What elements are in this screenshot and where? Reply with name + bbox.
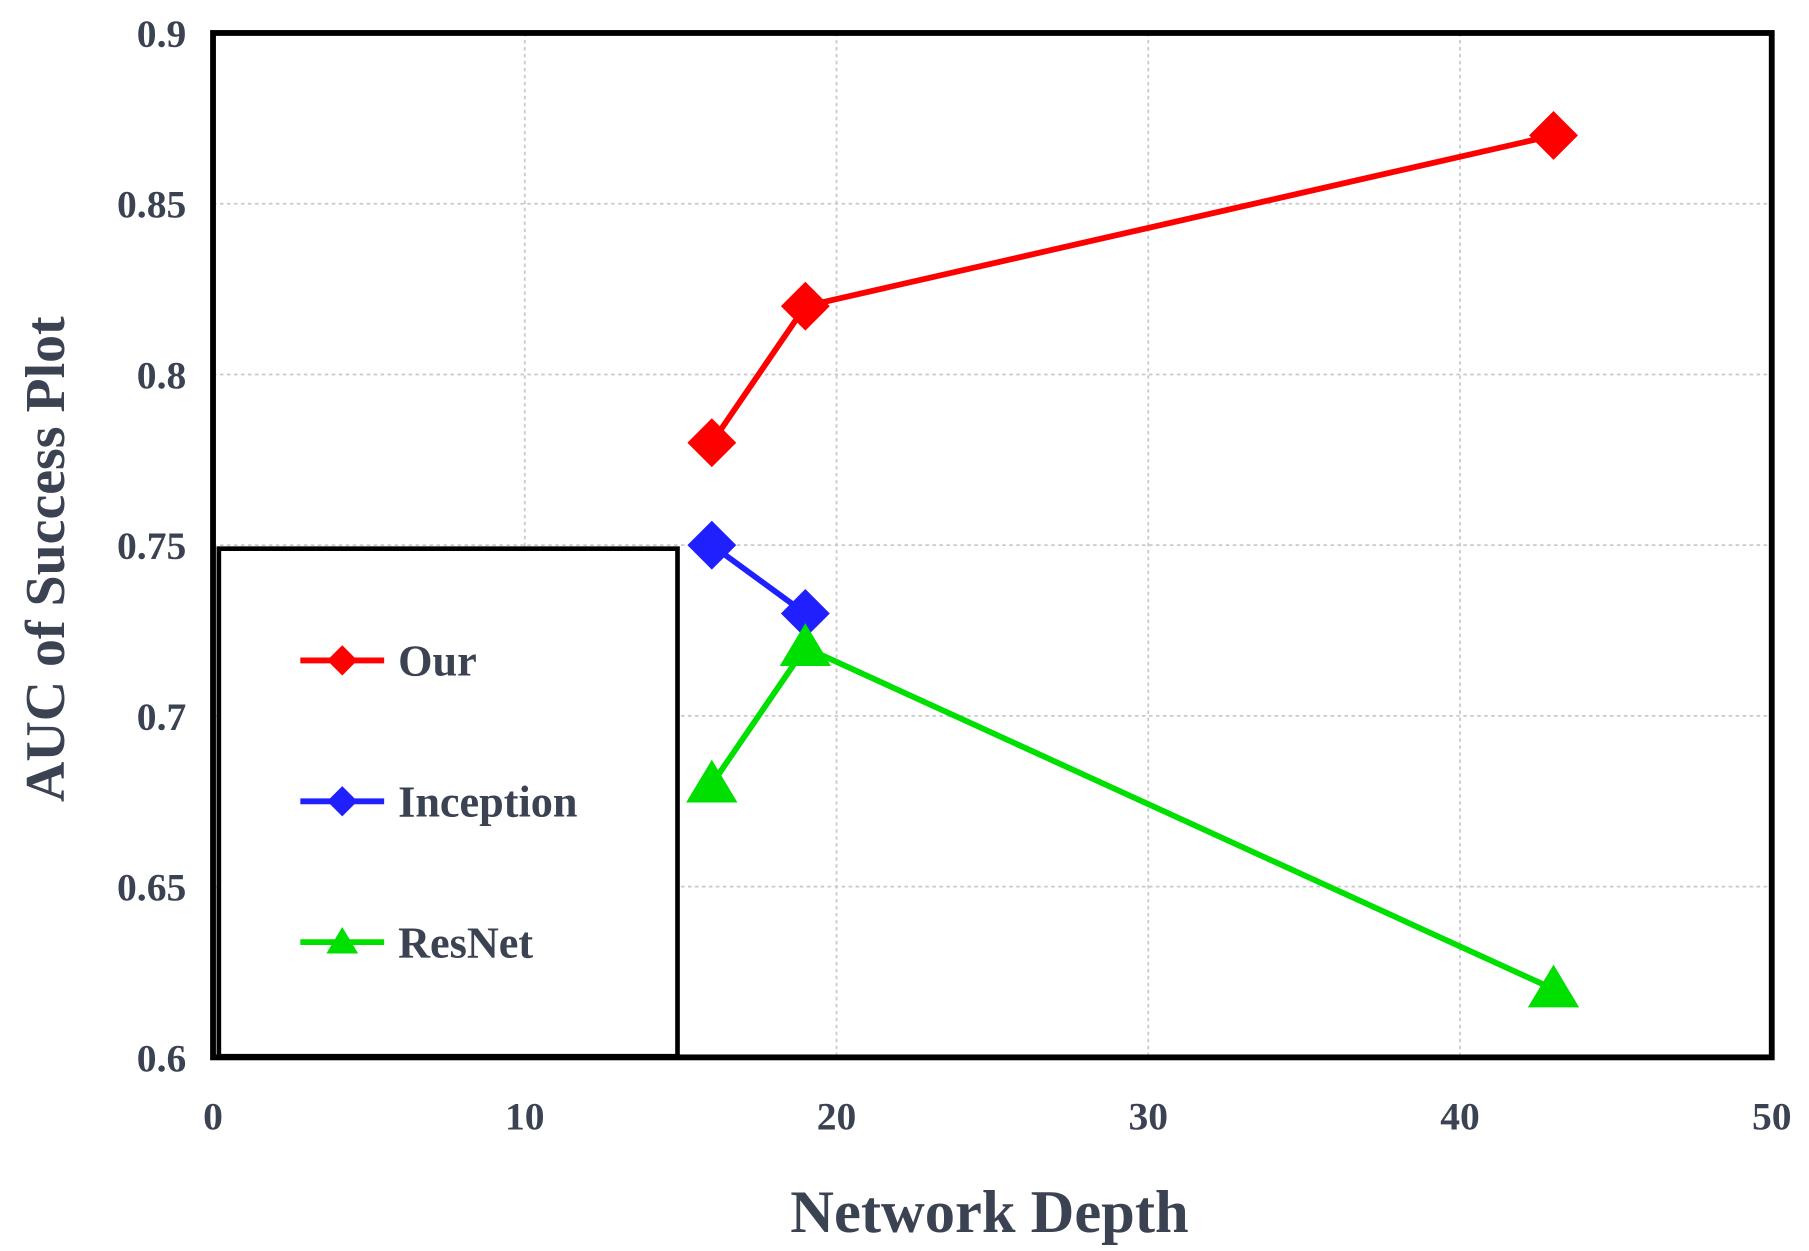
- legend-label: Our: [398, 637, 477, 686]
- x-tick-label: 10: [505, 1095, 545, 1139]
- series-line: [709, 132, 1555, 445]
- marker: [1529, 110, 1578, 160]
- legend-label: ResNet: [398, 918, 533, 967]
- legend-box: [216, 546, 680, 1059]
- marker: [687, 418, 737, 468]
- marker: [779, 623, 832, 666]
- x-tick-label: 50: [1752, 1095, 1792, 1139]
- marker: [686, 759, 738, 803]
- y-tick-label: 0.8: [137, 353, 186, 397]
- marker: [326, 927, 359, 954]
- y-tick-label: 0.85: [117, 183, 186, 227]
- x-tick-label: 0: [203, 1095, 223, 1139]
- x-tick-label: 30: [1128, 1095, 1168, 1139]
- marker: [327, 786, 358, 817]
- y-tick-label: 0.75: [117, 524, 186, 568]
- y-tick-label: 0.7: [137, 695, 186, 739]
- x-tick-label: 20: [817, 1095, 857, 1139]
- marker: [687, 520, 737, 570]
- series-line: [710, 542, 808, 616]
- plot-frame: [210, 30, 1775, 1061]
- y-axis-label: AUC of Success Plot: [15, 316, 77, 802]
- series-line: [709, 643, 1555, 992]
- marker: [1527, 964, 1580, 1008]
- x-axis-label: Network Depth: [790, 1179, 1188, 1246]
- y-tick-label: 0.65: [117, 866, 186, 910]
- marker: [780, 281, 830, 331]
- x-tick-label: 40: [1440, 1095, 1480, 1139]
- y-tick-label: 0.9: [137, 12, 186, 56]
- y-tick-label: 0.6: [137, 1036, 186, 1080]
- legend-label: Inception: [398, 777, 577, 826]
